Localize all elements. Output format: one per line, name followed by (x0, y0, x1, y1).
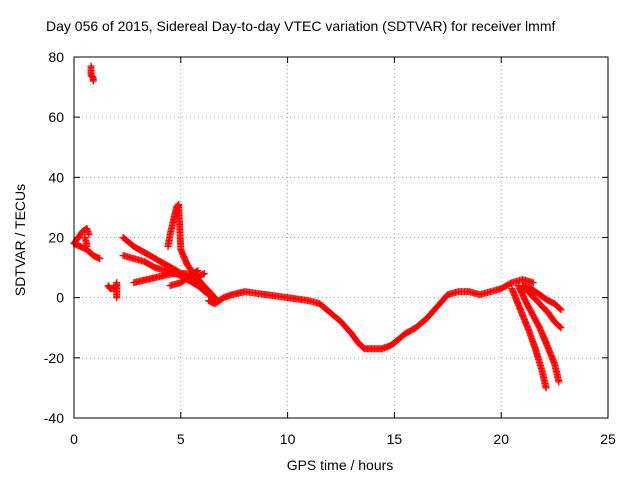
y-tick-label: 80 (48, 49, 64, 65)
y-tick-label: 40 (48, 169, 64, 185)
data-point (555, 378, 563, 386)
data-point (193, 267, 201, 275)
y-tick-label: -40 (44, 410, 64, 426)
data-point (529, 279, 537, 287)
data-point (542, 384, 550, 392)
data-point (113, 294, 121, 302)
series-track-d (81, 234, 91, 251)
series-track-l (354, 339, 398, 353)
data-point (194, 267, 202, 275)
series-track-c (87, 62, 97, 85)
data-point (89, 77, 97, 85)
series-track-p (514, 282, 563, 386)
data-point (200, 270, 208, 278)
data-point (96, 255, 104, 263)
data-point (557, 306, 565, 314)
data-points (70, 62, 565, 392)
x-tick-label: 0 (70, 431, 78, 447)
series-track-i (130, 270, 208, 287)
series-track-j (166, 267, 202, 290)
y-tick-label: 0 (56, 290, 64, 306)
data-point (211, 294, 219, 302)
y-tick-label: -20 (44, 350, 64, 366)
y-tick-label: 20 (48, 230, 64, 246)
series-track-q (508, 285, 550, 392)
x-tick-label: 5 (177, 431, 185, 447)
grid-lines (74, 57, 608, 418)
series-track-h (164, 200, 219, 302)
data-point (557, 324, 565, 332)
x-tick-label: 10 (280, 431, 296, 447)
data-point (556, 305, 564, 313)
x-tick-label: 25 (600, 431, 616, 447)
axis-ticks: 0 5 10 15 20 25 -40 -20 0 20 40 60 80 (44, 49, 616, 447)
series-track-m (390, 276, 537, 347)
y-tick-label: 60 (48, 109, 64, 125)
series-track-e (104, 279, 121, 302)
data-point (83, 243, 91, 251)
data-point (210, 293, 218, 301)
x-tick-label: 15 (387, 431, 403, 447)
series-track-o (519, 282, 565, 332)
data-point (85, 230, 93, 238)
chart-title: Day 056 of 2015, Sidereal Day-to-day VTE… (46, 18, 556, 34)
series-track-k (205, 288, 362, 347)
x-tick-label: 20 (493, 431, 509, 447)
plot-frame (73, 56, 609, 419)
data-point (556, 323, 564, 331)
x-axis-label: GPS time / hours (286, 457, 394, 473)
